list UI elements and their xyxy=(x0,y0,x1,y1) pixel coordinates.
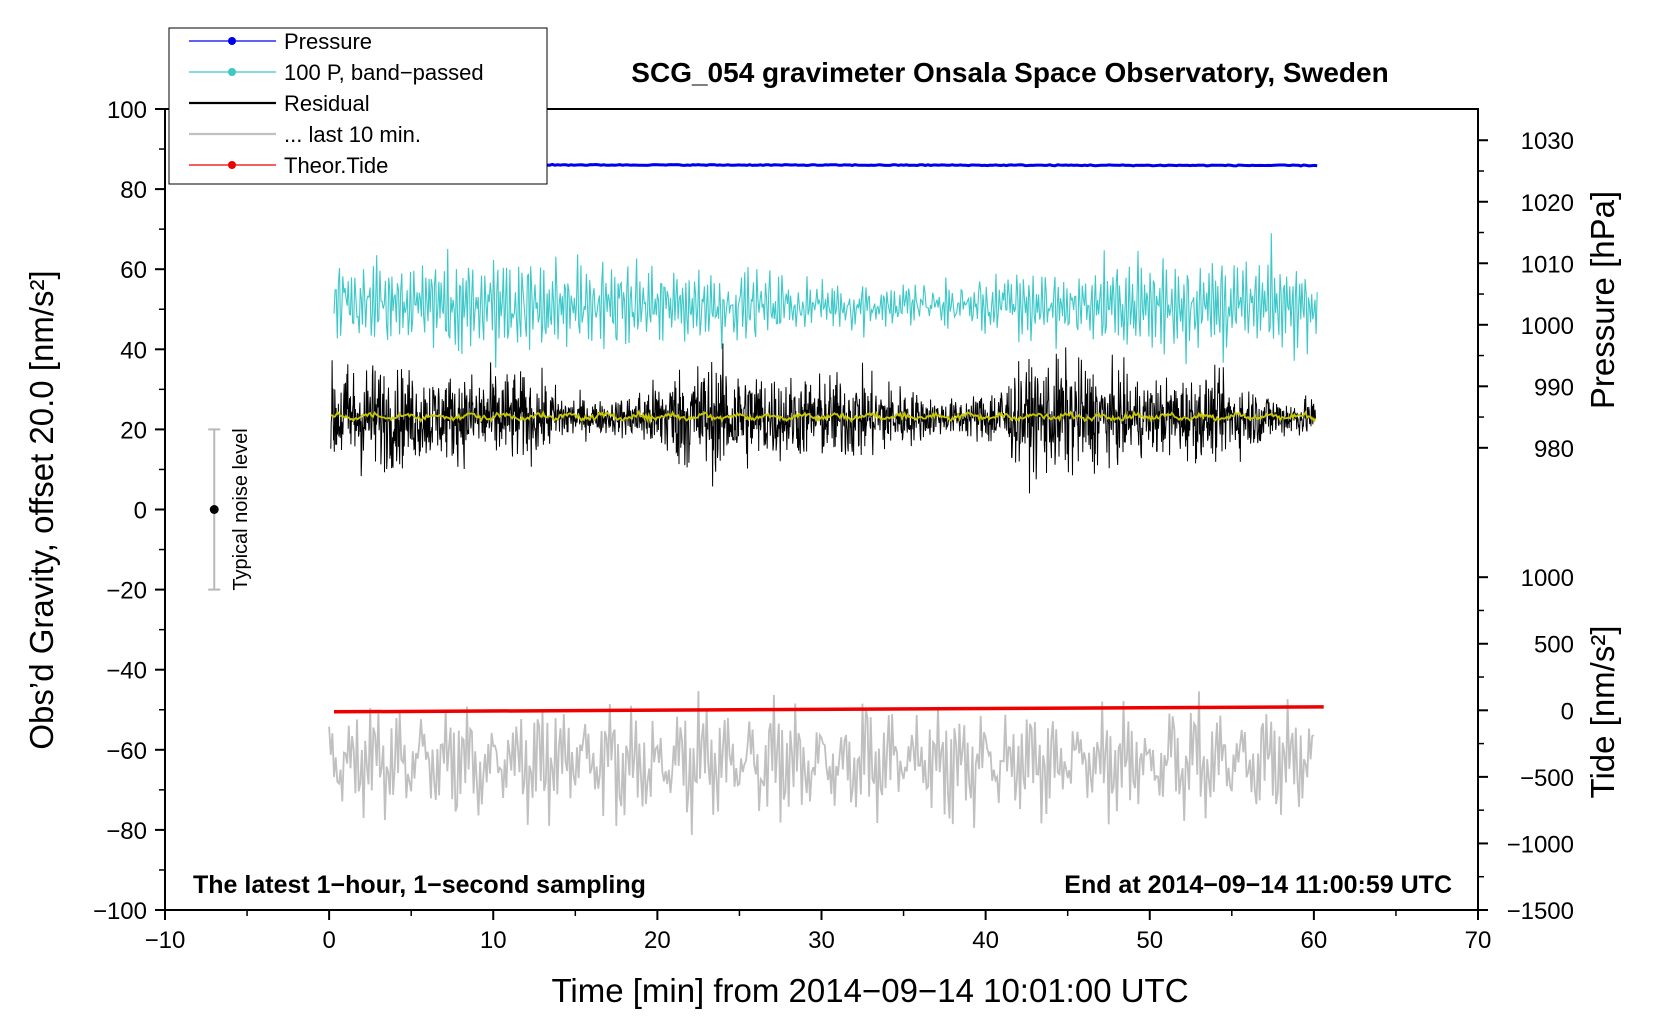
series-band-passed-pressure xyxy=(333,233,1318,368)
legend-label: 100 P, band−passed xyxy=(284,60,484,85)
pressure-tick-label: 1000 xyxy=(1521,313,1574,340)
tide-tick-label: −1000 xyxy=(1507,831,1574,858)
tide-tick-label: 1000 xyxy=(1521,565,1574,592)
x-tick-label: 30 xyxy=(808,927,835,954)
tide-tick-label: 0 xyxy=(1561,698,1574,725)
legend-entry: ... last 10 min. xyxy=(189,122,421,147)
y-axis-title-tide: Tide [nm/s²] xyxy=(1584,626,1621,799)
legend-marker xyxy=(228,37,236,45)
y-tick-label: −60 xyxy=(106,738,147,765)
legend-marker xyxy=(228,68,236,76)
y-tick-label: 0 xyxy=(134,498,147,525)
legend-entry: Residual xyxy=(189,91,370,116)
y-tick-label: 60 xyxy=(120,257,147,284)
x-tick-label: −10 xyxy=(145,927,186,954)
x-tick-label: 20 xyxy=(644,927,671,954)
series-layer xyxy=(328,162,1324,835)
tide-tick-label: −500 xyxy=(1520,765,1574,792)
series-residual xyxy=(330,343,1316,494)
series-residual-smoothed xyxy=(330,409,1317,425)
annotation-sampling: The latest 1−hour, 1−second sampling xyxy=(193,871,646,899)
series-theoretical-tide xyxy=(333,705,1324,714)
noise-bar-label: Typical noise level xyxy=(230,428,252,590)
chart-title: SCG_054 gravimeter Onsala Space Observat… xyxy=(631,57,1388,88)
y-tick-label: 80 xyxy=(120,177,147,204)
x-tick-label: 50 xyxy=(1136,927,1163,954)
y-axis-title-pressure: Pressure [hPa] xyxy=(1584,191,1621,409)
legend-label: Theor.Tide xyxy=(284,153,388,178)
annotation-end-time: End at 2014−09−14 11:00:59 UTC xyxy=(1064,871,1452,899)
x-tick-label: 10 xyxy=(480,927,507,954)
pressure-tick-label: 1030 xyxy=(1521,128,1574,155)
y-tick-label: −20 xyxy=(106,578,147,605)
series-last-10-min xyxy=(328,691,1315,835)
y-tick-label: 40 xyxy=(120,337,147,364)
legend-label: Pressure xyxy=(284,29,372,54)
y-tick-label: −40 xyxy=(106,658,147,685)
y-tick-label: 20 xyxy=(120,417,147,444)
x-tick-label: 0 xyxy=(322,927,335,954)
legend: Pressure 100 P, band−passed Residual ... la… xyxy=(168,27,548,185)
series-pressure xyxy=(506,162,1318,168)
pressure-tick-label: 990 xyxy=(1534,374,1574,401)
noise-bar: Typical noise level xyxy=(208,428,252,591)
tide-tick-label: 500 xyxy=(1534,632,1574,659)
y-tick-label: 100 xyxy=(107,97,147,124)
noise-bar-center xyxy=(209,505,219,514)
legend-box xyxy=(168,27,548,185)
x-axis-title: Time [min] from 2014−09−14 10:01:00 UTC xyxy=(551,972,1188,1009)
y-tick-label: −80 xyxy=(106,818,147,845)
legend-label: ... last 10 min. xyxy=(284,122,421,147)
legend-label: Residual xyxy=(284,91,370,116)
legend-entries: Pressure 100 P, band−passed Residual ... la… xyxy=(189,29,484,178)
y-axis-title-left: Obs’d Gravity, offset 20.0 [nm/s²] xyxy=(23,270,60,749)
legend-entry: 100 P, band−passed xyxy=(189,60,484,85)
y-tick-label: −100 xyxy=(93,898,147,925)
legend-marker xyxy=(228,161,236,169)
pressure-tick-label: 980 xyxy=(1534,436,1574,463)
pressure-tick-label: 1020 xyxy=(1521,190,1574,217)
x-tick-label: 70 xyxy=(1465,927,1492,954)
legend-entry: Theor.Tide xyxy=(189,153,388,178)
axes: −10 0 10 20 30 40 50 60 70100806040200−20−40−60−… xyxy=(93,97,1574,954)
x-tick-label: 60 xyxy=(1301,927,1328,954)
legend-entry: Pressure xyxy=(189,29,372,54)
pressure-tick-label: 1010 xyxy=(1521,251,1574,278)
tide-tick-label: −1500 xyxy=(1507,898,1574,925)
x-tick-label: 40 xyxy=(972,927,999,954)
